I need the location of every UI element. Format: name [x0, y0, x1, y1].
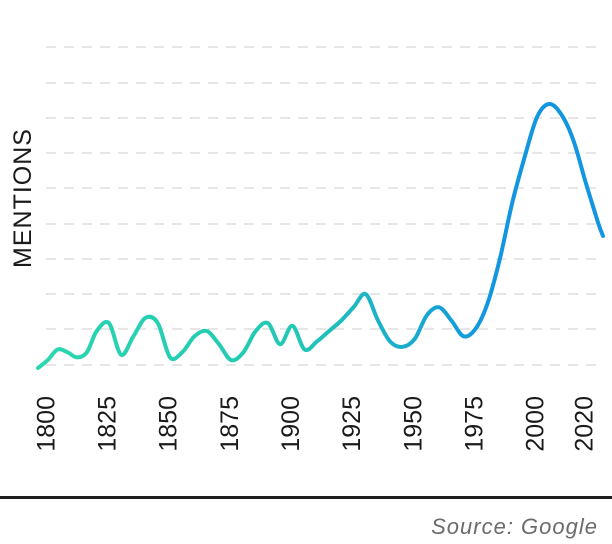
footer-divider — [0, 496, 612, 499]
y-axis-label: MENTIONS — [9, 128, 37, 268]
x-tick-1875: 1875 — [216, 396, 244, 452]
mentions-line-chart: MENTIONS 1800 1825 1850 1875 1900 1925 1950 197… — [9, 46, 605, 452]
x-tick-1975: 1975 — [460, 396, 488, 452]
x-tick-1850: 1850 — [155, 396, 183, 452]
x-tick-2000: 2000 — [522, 396, 550, 452]
x-tick-1800: 1800 — [32, 396, 60, 452]
x-tick-1900: 1900 — [277, 396, 305, 452]
x-tick-1925: 1925 — [338, 396, 366, 452]
source-note: Source: Google — [431, 514, 598, 539]
x-tick-1825: 1825 — [94, 396, 122, 452]
x-tick-2020: 2020 — [571, 396, 599, 452]
x-axis-ticks: 1800 1825 1850 1875 1900 1925 1950 1975 2000 2020 — [32, 396, 598, 452]
grid-lines — [46, 46, 600, 366]
series-line — [36, 102, 605, 370]
x-tick-1950: 1950 — [399, 396, 427, 452]
